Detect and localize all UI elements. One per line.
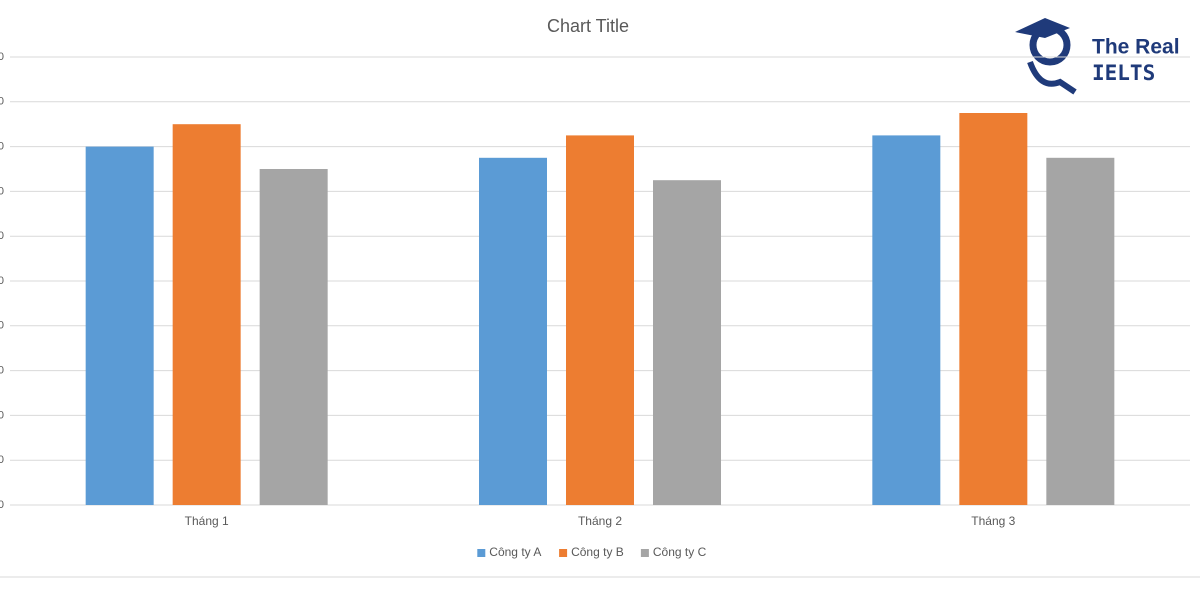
- bar: [566, 135, 634, 505]
- logo-text: The Real: [1092, 36, 1180, 59]
- bar: [1046, 157, 1115, 506]
- y-tick-label: 50: [0, 275, 4, 287]
- y-tick-label: 60: [0, 230, 4, 242]
- legend-label: Công ty B: [571, 545, 624, 559]
- logo-cap: [1015, 18, 1070, 38]
- bar: [872, 135, 941, 505]
- bar: [653, 180, 721, 505]
- legend-label: Công ty A: [489, 545, 541, 559]
- bar: [479, 157, 547, 506]
- logo: The Real IELTS: [1015, 18, 1180, 95]
- legend-swatch: [559, 549, 568, 557]
- x-tick-label: Tháng 2: [578, 514, 622, 528]
- legend-swatch: [640, 549, 649, 557]
- legend-swatch: [477, 549, 486, 557]
- legend-label: Công ty C: [653, 545, 707, 559]
- y-tick-label: 20: [0, 409, 4, 421]
- y-tick-label: 10: [0, 454, 4, 466]
- y-tick-label: 90: [0, 96, 4, 108]
- x-tick-label: Tháng 1: [185, 514, 229, 528]
- logo-text: IELTS: [1092, 61, 1155, 85]
- bar: [959, 113, 1028, 505]
- chart-title: Chart Title: [547, 16, 629, 36]
- logo-figure: [1027, 60, 1077, 95]
- y-tick-label: 80: [0, 141, 4, 153]
- y-tick-label: 30: [0, 365, 4, 377]
- bar: [172, 124, 241, 505]
- y-tick-label: 40: [0, 320, 4, 332]
- y-tick-label: 70: [0, 185, 4, 197]
- bar: [259, 169, 328, 505]
- bar: [85, 146, 154, 505]
- x-tick-label: Tháng 3: [971, 514, 1015, 528]
- y-tick-label: 100: [0, 51, 4, 63]
- y-tick-label: 0: [0, 499, 4, 511]
